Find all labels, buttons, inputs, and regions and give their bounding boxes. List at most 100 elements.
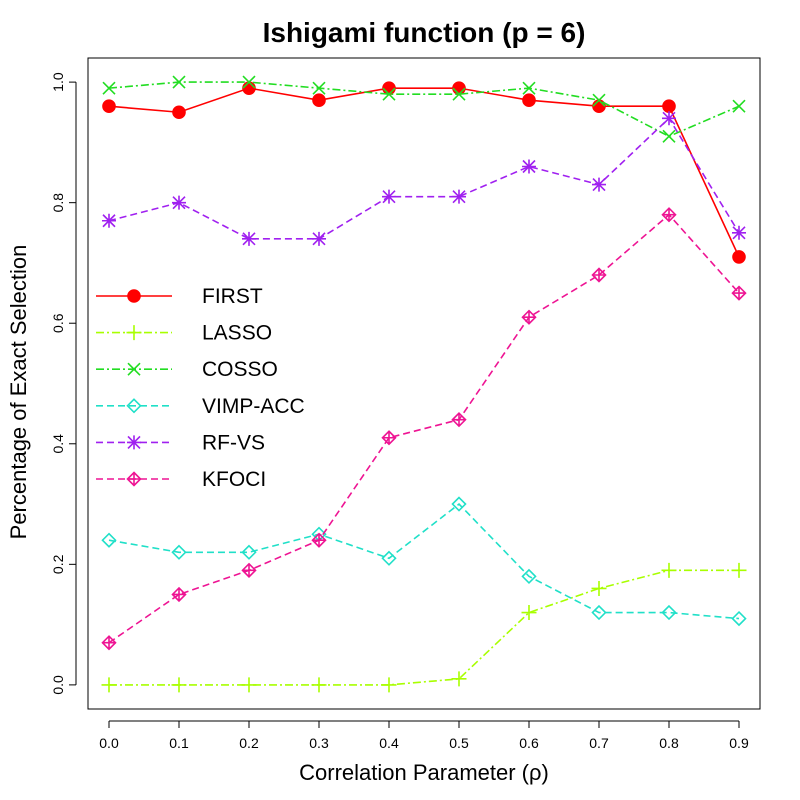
legend-entry-lasso: LASSO xyxy=(96,322,272,345)
data-point-first xyxy=(522,93,536,107)
axes: 0.0 0.1 0.2 0.3 0.4 0.5 0.6 0.7 0.8 0.9 0.0 0.2 0.4 0… xyxy=(50,72,749,751)
y-tick-label: 0.0 xyxy=(50,675,66,695)
data-point-first xyxy=(242,81,256,95)
data-point-lasso xyxy=(521,605,537,621)
data-point-rf-vs xyxy=(522,159,536,174)
data-point-rf-vs xyxy=(452,189,466,204)
data-point-vimp-acc xyxy=(241,544,257,560)
legend-label-kfoci: KFOCI xyxy=(202,468,266,491)
series-kfoci xyxy=(101,207,747,651)
y-tick-label: 0.4 xyxy=(50,434,66,454)
data-point-kfoci xyxy=(661,207,677,223)
x-tick-label: 0.0 xyxy=(99,735,119,751)
x-tick-label: 0.3 xyxy=(309,735,329,751)
data-point-first xyxy=(662,99,676,114)
data-point-cosso xyxy=(522,81,536,95)
series-layer xyxy=(101,75,747,693)
data-point-first xyxy=(452,81,466,95)
data-point-vimp-acc xyxy=(451,496,467,512)
x-axis-label: Correlation Parameter (ρ) xyxy=(299,760,549,785)
data-point-lasso xyxy=(381,677,397,693)
legend-entry-first: FIRST xyxy=(96,285,263,308)
data-point-kfoci xyxy=(591,267,607,283)
data-point-rf-vs xyxy=(592,177,606,192)
data-point-rf-vs xyxy=(662,111,676,126)
series-vimp-acc xyxy=(101,496,747,627)
data-point-lasso xyxy=(101,677,117,693)
series-line-first xyxy=(108,87,740,258)
plot-frame xyxy=(87,57,761,710)
x-tick-label: 0.8 xyxy=(659,735,679,751)
data-point-cosso xyxy=(452,87,466,101)
series-rf-vs xyxy=(102,111,746,246)
data-point-lasso xyxy=(311,677,327,693)
data-point-rf-vs xyxy=(242,231,256,246)
data-point-cosso xyxy=(172,75,186,89)
legend-marker-vimp-acc xyxy=(126,398,142,414)
legend-marker-rf-vs xyxy=(127,435,141,450)
legend: FIRST LASSO COSSO VIMP-ACC RF-VS KFOCI xyxy=(96,285,305,491)
legend-entry-kfoci: KFOCI xyxy=(96,468,266,491)
data-point-kfoci xyxy=(171,586,187,603)
data-point-rf-vs xyxy=(102,213,116,228)
legend-label-lasso: LASSO xyxy=(202,322,272,345)
data-point-lasso xyxy=(451,671,467,687)
series-line-lasso xyxy=(109,569,739,686)
x-tick-label: 0.7 xyxy=(589,735,609,751)
x-tick-label: 0.1 xyxy=(169,735,189,751)
y-tick-label: 1.0 xyxy=(50,72,66,92)
data-point-cosso xyxy=(732,99,746,113)
series-line-rf-vs xyxy=(108,117,740,240)
data-point-rf-vs xyxy=(172,195,186,210)
x-tick-label: 0.5 xyxy=(449,735,469,751)
data-point-kfoci xyxy=(241,562,257,578)
data-point-rf-vs xyxy=(382,189,396,204)
data-point-vimp-acc xyxy=(521,568,537,585)
data-point-lasso xyxy=(591,580,607,596)
data-point-lasso xyxy=(171,677,187,693)
data-point-vimp-acc xyxy=(381,550,397,566)
data-point-rf-vs xyxy=(312,231,326,246)
data-point-cosso xyxy=(242,75,256,89)
data-point-kfoci xyxy=(311,532,327,548)
data-point-kfoci xyxy=(381,430,397,446)
legend-marker-cosso xyxy=(127,362,141,376)
y-tick-label: 0.2 xyxy=(50,554,66,574)
data-point-kfoci xyxy=(731,285,747,301)
data-point-first xyxy=(312,93,326,107)
legend-label-first: FIRST xyxy=(202,285,263,308)
series-line-kfoci xyxy=(108,213,740,644)
data-point-vimp-acc xyxy=(171,544,187,560)
data-point-vimp-acc xyxy=(591,604,607,621)
data-point-first xyxy=(102,99,116,114)
data-point-vimp-acc xyxy=(731,610,747,627)
series-cosso xyxy=(102,75,746,143)
y-tick-label: 0.6 xyxy=(50,313,66,333)
legend-label-rf-vs: RF-VS xyxy=(202,431,265,454)
data-point-lasso xyxy=(241,677,257,693)
data-point-kfoci xyxy=(451,412,467,428)
legend-entry-vimp-acc: VIMP-ACC xyxy=(96,395,305,418)
x-tick-label: 0.2 xyxy=(239,735,259,751)
series-lasso xyxy=(101,562,747,693)
legend-entry-cosso: COSSO xyxy=(96,358,278,381)
data-point-rf-vs xyxy=(732,225,746,240)
legend-marker-kfoci xyxy=(126,471,142,487)
data-point-cosso xyxy=(312,81,326,95)
data-point-lasso xyxy=(731,562,747,578)
legend-label-vimp-acc: VIMP-ACC xyxy=(202,395,305,418)
data-point-cosso xyxy=(592,93,606,107)
data-point-first xyxy=(172,105,186,120)
data-point-cosso xyxy=(662,129,676,143)
data-point-vimp-acc xyxy=(101,532,117,548)
x-tick-label: 0.6 xyxy=(519,735,539,751)
data-point-cosso xyxy=(382,87,396,101)
data-point-cosso xyxy=(102,81,116,95)
series-line-vimp-acc xyxy=(108,502,740,620)
x-tick-label: 0.4 xyxy=(379,735,399,751)
legend-entry-rf-vs: RF-VS xyxy=(96,431,265,454)
legend-marker-first xyxy=(127,289,141,303)
y-tick-label: 0.8 xyxy=(50,193,66,213)
